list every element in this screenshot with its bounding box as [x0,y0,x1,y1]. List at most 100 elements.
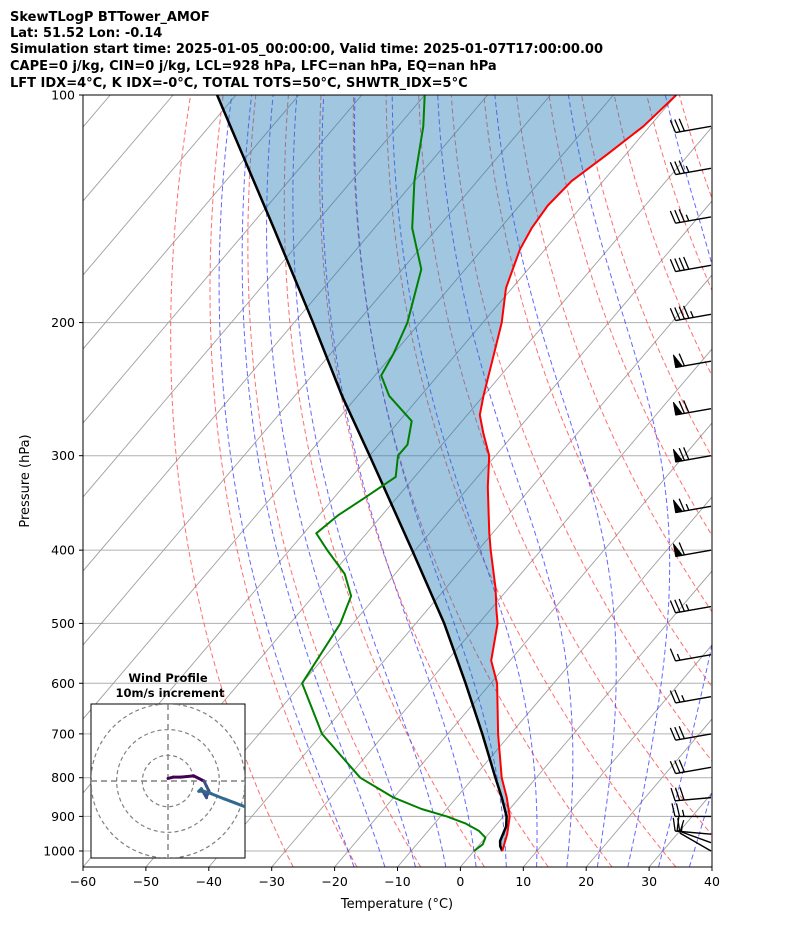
x-tick-label: −50 [133,874,159,889]
wind-barb-full [678,598,686,612]
dry-adiabat-line [548,95,712,537]
wind-barb-full [678,542,686,556]
isotherm-line [585,718,712,867]
wind-barb [676,817,712,844]
header-line-1: SkewTLogP BTTower_AMOF [10,10,210,25]
wind-barb-full [683,400,690,413]
wind-barb-full [675,803,681,817]
wind-barb-full [672,817,676,832]
dry-adiabat-line [711,95,712,97]
wind-barb [669,118,712,134]
cin-cape-shading [217,95,677,851]
wind-barb-full [678,353,686,367]
hodograph-end-marker [245,769,249,773]
wind-barb-full [679,787,685,801]
y-tick-label: 200 [51,315,75,330]
wind-barb-half [685,604,690,611]
wind-barb [669,726,712,741]
wind-barb-full [678,257,686,271]
wind-barb-full [674,689,681,703]
wind-barb [669,759,712,775]
wind-barb [672,353,712,369]
wind-barb-shaft [675,695,712,704]
wind-barb-half [685,165,690,173]
moist-adiabat-line [292,95,447,867]
wind-barb-full [669,600,677,614]
moist-adiabat-line [321,95,477,867]
wind-barb-half [685,214,690,222]
hodograph-trace-segment [233,801,245,809]
moist-adiabat-line [720,95,794,867]
header-line-4: CAPE=0 j/kg, CIN=0 j/kg, LCL=928 hPa, LF… [10,59,497,74]
wind-barb [672,447,712,463]
header-line-5: LFT IDX=4°C, K IDX=-0°C, TOTAL TOTS=50°C… [10,76,468,91]
wind-barb-full [678,306,686,320]
wind-barb-full [669,210,677,224]
wind-barb-flag [672,401,684,416]
y-tick-label: 100 [51,88,75,103]
header-line-2: Lat: 51.52 Lon: -0.14 [10,26,162,41]
dry-adiabat-line [247,95,422,867]
moist-adiabat-line [354,95,507,867]
wind-barb-full [669,307,677,321]
wind-barb [669,598,712,614]
wind-barb-shaft [675,830,712,835]
hodograph-inset: Wind Profile 10m/s increment [90,671,249,859]
wind-barb-shaft [679,832,712,852]
x-tick-label: −30 [259,874,285,889]
wind-barb-full [683,256,690,270]
dry-adiabat-line [745,95,794,867]
dry-adiabat-line [209,95,358,867]
isotherm-line [83,95,488,572]
isotherm-line [83,95,614,720]
moist-adiabat-line [391,95,538,867]
y-tick-label: 600 [51,676,75,691]
chart-header: SkewTLogP BTTower_AMOF Lat: 51.52 Lon: -… [10,10,603,91]
wind-barb-full [674,209,681,223]
wind-barb-full [677,818,681,832]
wind-barb [669,648,712,662]
hodograph-trace-segment [210,792,226,801]
isotherm-line [83,95,237,276]
wind-barb-full [678,118,686,132]
wind-barb-shaft [675,654,712,662]
wind-barb-flag [672,448,684,463]
x-tick-label: 0 [456,874,464,889]
wind-barb-shaft [675,125,712,134]
moist-adiabat-line [494,95,617,867]
parcel-profile-line [215,95,508,852]
wind-barb-full [674,161,681,174]
x-tick-label: −40 [196,874,222,889]
wind-barb-full [674,258,681,272]
x-tick-label: 10 [515,874,531,889]
dry-adiabat-line [283,95,485,867]
wind-barb [669,689,712,704]
moist-adiabat-line [241,95,386,867]
wind-barb-half [680,825,683,832]
dry-adiabat-line [450,95,712,762]
isotherm-line [83,95,300,350]
dewpoint-line [301,95,487,852]
wind-barb-half [681,809,685,817]
x-tick-label: −20 [321,874,347,889]
wind-barb-flag [672,354,684,368]
wind-barb-half [681,694,686,702]
isotherm-line [145,200,712,867]
hodograph-trace-segment [179,774,196,779]
temperature-line [478,95,677,852]
isotherm-line [83,95,551,646]
hodograph-subtitle: 10m/s increment [116,686,225,700]
data-layer [215,95,677,852]
moist-adiabat-line [658,95,712,867]
x-tick-label: 20 [578,874,594,889]
wind-barb-full [674,307,681,320]
isotherm-line [334,422,712,867]
wind-barb [669,305,712,322]
wind-barb-shaft [675,605,712,614]
wind-barb [670,787,712,802]
wind-barb-full [678,400,686,414]
y-tick-label: 900 [51,809,75,824]
wind-barb-full [669,259,677,272]
wind-barb [672,498,712,514]
